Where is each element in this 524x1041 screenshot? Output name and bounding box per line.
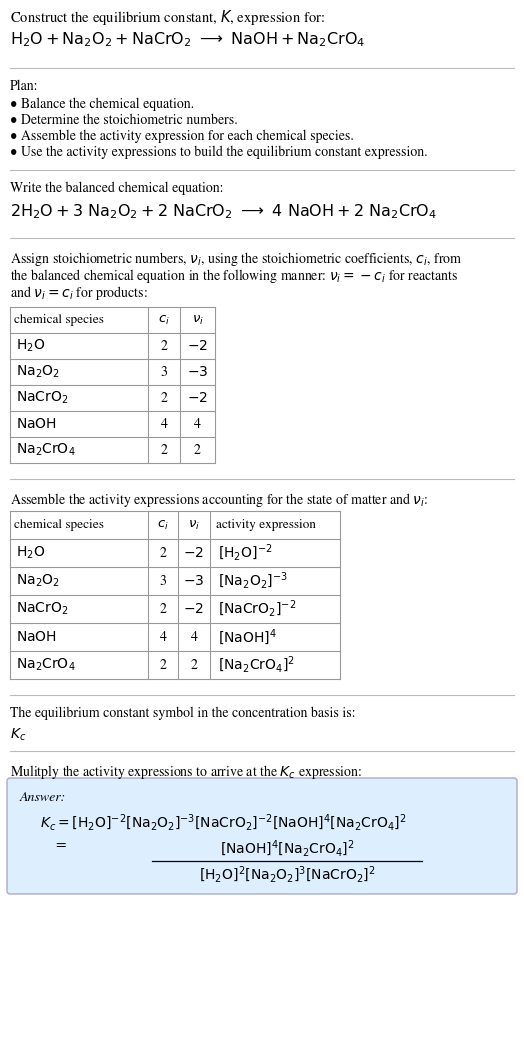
Text: 4: 4 <box>194 417 201 431</box>
Text: chemical species: chemical species <box>14 519 104 531</box>
Text: 2: 2 <box>159 658 167 671</box>
Text: $\nu_i$: $\nu_i$ <box>188 518 200 532</box>
Text: 2: 2 <box>191 658 198 671</box>
Text: $\mathrm{Na_2CrO_4}$: $\mathrm{Na_2CrO_4}$ <box>16 441 75 458</box>
Text: $[\mathrm{NaCrO_2}]^{-2}$: $[\mathrm{NaCrO_2}]^{-2}$ <box>218 599 296 619</box>
Text: and $\nu_i = c_i$ for products:: and $\nu_i = c_i$ for products: <box>10 284 148 302</box>
Text: 2: 2 <box>160 339 168 353</box>
Text: $\mathrm{Na_2O_2}$: $\mathrm{Na_2O_2}$ <box>16 363 60 380</box>
Text: Construct the equilibrium constant, $K$, expression for:: Construct the equilibrium constant, $K$,… <box>10 8 325 27</box>
Text: $[\mathrm{NaOH}]^{4}$: $[\mathrm{NaOH}]^{4}$ <box>218 627 277 646</box>
Text: 2: 2 <box>159 603 167 615</box>
Text: 2: 2 <box>194 443 201 457</box>
Text: • Assemble the activity expression for each chemical species.: • Assemble the activity expression for e… <box>10 130 354 144</box>
Text: $\mathrm{Na_2O_2}$: $\mathrm{Na_2O_2}$ <box>16 573 60 589</box>
Text: 3: 3 <box>159 575 167 588</box>
Text: $K_c = [\mathrm{H_2O}]^{-2} [\mathrm{Na_2O_2}]^{-3} [\mathrm{NaCrO_2}]^{-2} [\ma: $K_c = [\mathrm{H_2O}]^{-2} [\mathrm{Na_… <box>40 813 407 834</box>
Text: Plan:: Plan: <box>10 80 38 94</box>
Text: Mulitply the activity expressions to arrive at the $K_c$ expression:: Mulitply the activity expressions to arr… <box>10 763 362 781</box>
Text: $\mathrm{NaOH}$: $\mathrm{NaOH}$ <box>16 630 57 644</box>
Text: $\mathrm{H_2O}$: $\mathrm{H_2O}$ <box>16 544 45 561</box>
Text: $-3$: $-3$ <box>187 365 208 379</box>
Text: Answer:: Answer: <box>20 791 66 804</box>
Text: 3: 3 <box>160 365 168 379</box>
Text: $\mathrm{H_2O}$: $\mathrm{H_2O}$ <box>16 337 45 354</box>
Text: chemical species: chemical species <box>14 314 104 326</box>
Text: Assemble the activity expressions accounting for the state of matter and $\nu_i$: Assemble the activity expressions accoun… <box>10 491 428 509</box>
Text: $\mathrm{NaCrO_2}$: $\mathrm{NaCrO_2}$ <box>16 389 69 406</box>
Text: 4: 4 <box>191 630 198 643</box>
Text: 4: 4 <box>160 417 168 431</box>
Text: the balanced chemical equation in the following manner: $\nu_i = -c_i$ for react: the balanced chemical equation in the fo… <box>10 266 458 285</box>
Text: $\nu_i$: $\nu_i$ <box>192 313 203 327</box>
Text: $\mathrm{H_2O + Na_2O_2 + NaCrO_2 \  \longrightarrow \ NaOH + Na_2CrO_4}$: $\mathrm{H_2O + Na_2O_2 + NaCrO_2 \ \lon… <box>10 30 365 49</box>
Text: 2: 2 <box>160 443 168 457</box>
FancyBboxPatch shape <box>7 778 517 894</box>
Text: $[\mathrm{Na_2O_2}]^{-3}$: $[\mathrm{Na_2O_2}]^{-3}$ <box>218 570 288 591</box>
Text: • Balance the chemical equation.: • Balance the chemical equation. <box>10 98 194 111</box>
Text: $\mathrm{NaOH}$: $\mathrm{NaOH}$ <box>16 417 57 431</box>
Text: $-2$: $-2$ <box>187 391 208 405</box>
Text: $K_c$: $K_c$ <box>10 727 26 743</box>
Text: $[\mathrm{H_2O}]^{2} [\mathrm{Na_2O_2}]^{3} [\mathrm{NaCrO_2}]^{2}$: $[\mathrm{H_2O}]^{2} [\mathrm{Na_2O_2}]^… <box>199 865 375 886</box>
Text: $c_i$: $c_i$ <box>157 518 169 532</box>
Text: $\mathrm{NaCrO_2}$: $\mathrm{NaCrO_2}$ <box>16 601 69 617</box>
Text: =: = <box>55 839 66 853</box>
Text: $[\mathrm{Na_2CrO_4}]^{2}$: $[\mathrm{Na_2CrO_4}]^{2}$ <box>218 655 295 676</box>
Text: The equilibrium constant symbol in the concentration basis is:: The equilibrium constant symbol in the c… <box>10 707 356 720</box>
Text: $\mathrm{Na_2CrO_4}$: $\mathrm{Na_2CrO_4}$ <box>16 657 75 674</box>
Text: Write the balanced chemical equation:: Write the balanced chemical equation: <box>10 182 224 196</box>
Text: 4: 4 <box>160 630 167 643</box>
Text: $-2$: $-2$ <box>183 545 204 560</box>
Text: Assign stoichiometric numbers, $\nu_i$, using the stoichiometric coefficients, $: Assign stoichiometric numbers, $\nu_i$, … <box>10 250 463 268</box>
Text: • Determine the stoichiometric numbers.: • Determine the stoichiometric numbers. <box>10 115 238 127</box>
Text: $c_i$: $c_i$ <box>158 313 170 327</box>
Text: $-2$: $-2$ <box>187 339 208 353</box>
Text: 2: 2 <box>160 391 168 405</box>
Text: 2: 2 <box>159 547 167 560</box>
Text: $-2$: $-2$ <box>183 602 204 616</box>
Text: • Use the activity expressions to build the equilibrium constant expression.: • Use the activity expressions to build … <box>10 146 428 159</box>
Text: $[\mathrm{H_2O}]^{-2}$: $[\mathrm{H_2O}]^{-2}$ <box>218 542 272 563</box>
Text: activity expression: activity expression <box>216 519 316 531</box>
Text: $[\mathrm{NaOH}]^{4} [\mathrm{Na_2CrO_4}]^{2}$: $[\mathrm{NaOH}]^{4} [\mathrm{Na_2CrO_4}… <box>220 839 354 860</box>
Text: $-3$: $-3$ <box>183 574 205 588</box>
Text: $2 \mathrm{H_2O} + 3 \ \mathrm{Na_2O_2} + 2 \ \mathrm{NaCrO_2} \ \longrightarrow: $2 \mathrm{H_2O} + 3 \ \mathrm{Na_2O_2} … <box>10 202 437 221</box>
